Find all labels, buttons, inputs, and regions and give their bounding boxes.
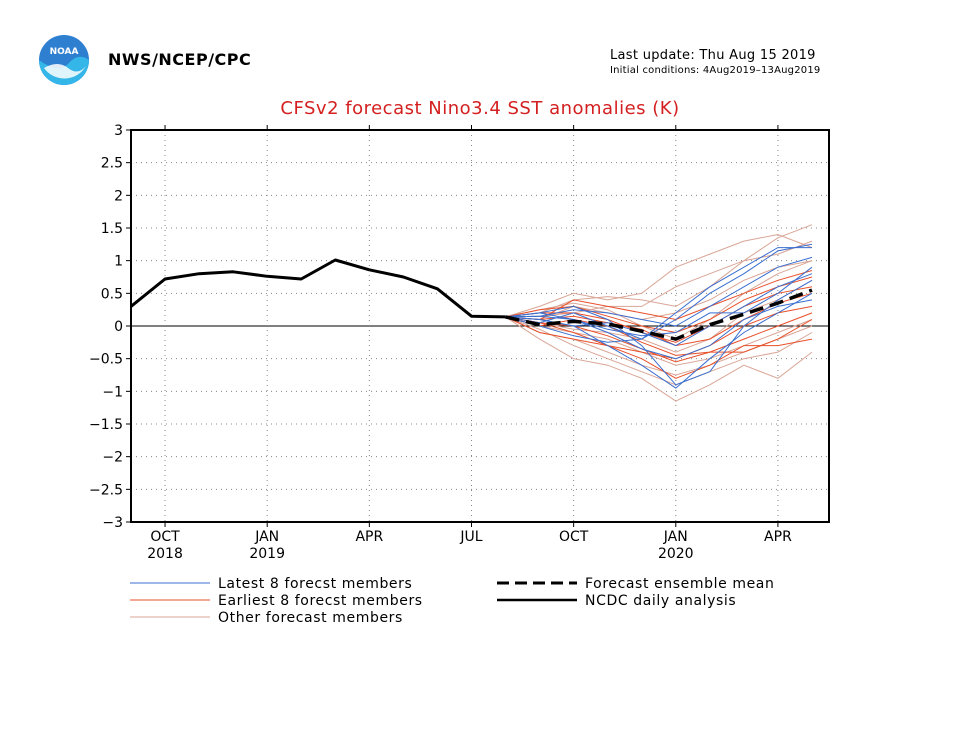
ncdc-analysis-line	[130, 258, 506, 319]
initial-conditions-label: Initial conditions: 4Aug2019–13Aug2019	[610, 65, 821, 76]
last-update-label: Last update: Thu Aug 15 2019	[610, 48, 816, 63]
x-tick-label: OCT	[150, 529, 180, 545]
x-tick-label: JAN	[663, 529, 688, 545]
y-tick-label: −1	[102, 384, 123, 400]
other-member-line	[505, 316, 813, 386]
axis-layer: 32.521.510.50−0.5−1−1.5−2−2.5−3OCT2018JA…	[89, 123, 792, 562]
x-tick-label: JUL	[459, 529, 482, 545]
y-tick-label: −1.5	[89, 417, 123, 433]
other-member-line	[505, 316, 813, 366]
y-tick-label: 2	[114, 188, 123, 204]
latest-member-line	[505, 299, 813, 360]
x-tick-year-label: 2020	[658, 546, 694, 562]
x-tick-label: JAN	[254, 529, 279, 545]
y-tick-label: −2.5	[89, 482, 123, 498]
y-tick-label: −0.5	[89, 352, 123, 368]
ensemble-mean-line	[505, 288, 813, 341]
agency-label: NWS/NCEP/CPC	[108, 50, 252, 69]
legend-label-mean: Forecast ensemble mean	[585, 576, 774, 592]
main-lines-layer	[130, 258, 813, 341]
y-tick-label: 0	[114, 319, 123, 335]
chart-title: CFSv2 forecast Nino3.4 SST anomalies (K)	[280, 98, 680, 119]
legend-label-other: Other forecast members	[218, 610, 403, 626]
y-tick-label: 0.5	[101, 286, 123, 302]
latest-member-line	[505, 247, 812, 343]
y-tick-label: 1	[114, 254, 123, 270]
grid-layer	[131, 130, 829, 522]
other-member-line	[505, 233, 813, 318]
forecast-members-layer	[505, 224, 813, 402]
y-tick-label: 1.5	[101, 221, 123, 237]
latest-member-line	[505, 256, 813, 327]
x-tick-label: APR	[355, 529, 383, 545]
other-member-line	[505, 224, 813, 318]
earliest-member-line	[505, 270, 813, 321]
y-tick-label: −2	[102, 450, 123, 466]
other-member-line	[505, 240, 813, 318]
y-tick-label: 2.5	[101, 156, 123, 172]
noaa-logo: NOAA	[39, 35, 89, 85]
y-tick-label: −3	[102, 515, 123, 531]
noaa-logo-text: NOAA	[50, 47, 79, 57]
x-tick-year-label: 2019	[249, 546, 285, 562]
legend-label-analysis: NCDC daily analysis	[585, 593, 736, 609]
x-tick-year-label: 2018	[147, 546, 183, 562]
x-tick-label: OCT	[559, 529, 589, 545]
other-member-line	[505, 279, 813, 353]
other-member-line	[505, 260, 813, 340]
legend-label-earliest: Earliest 8 forecst members	[218, 593, 423, 609]
x-tick-label: APR	[764, 529, 792, 545]
other-member-line	[505, 316, 813, 402]
y-tick-label: 3	[114, 123, 123, 139]
legend-label-latest: Latest 8 forecst members	[218, 576, 412, 592]
